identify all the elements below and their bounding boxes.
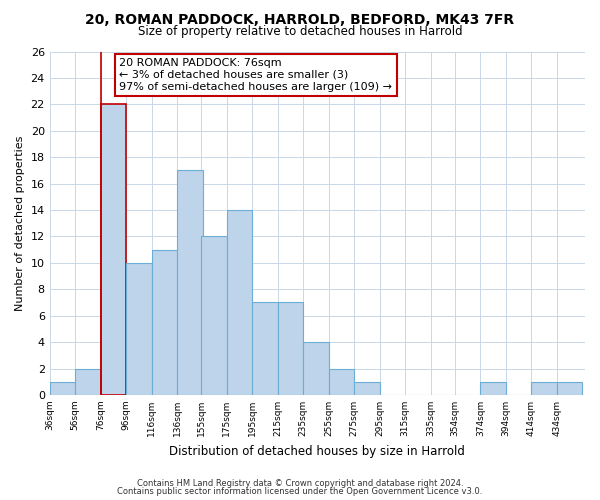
Bar — [253, 302, 278, 395]
Bar — [532, 382, 557, 395]
X-axis label: Distribution of detached houses by size in Harrold: Distribution of detached houses by size … — [169, 444, 465, 458]
Bar — [152, 250, 177, 395]
Bar — [354, 382, 380, 395]
Y-axis label: Number of detached properties: Number of detached properties — [15, 136, 25, 311]
Bar — [278, 302, 304, 395]
Bar — [177, 170, 203, 395]
Bar — [329, 368, 354, 395]
Text: Contains public sector information licensed under the Open Government Licence v3: Contains public sector information licen… — [118, 487, 482, 496]
Bar — [304, 342, 329, 395]
Text: 20 ROMAN PADDOCK: 76sqm
← 3% of detached houses are smaller (3)
97% of semi-deta: 20 ROMAN PADDOCK: 76sqm ← 3% of detached… — [119, 58, 392, 92]
Bar — [75, 368, 101, 395]
Text: Size of property relative to detached houses in Harrold: Size of property relative to detached ho… — [137, 25, 463, 38]
Bar — [557, 382, 583, 395]
Text: Contains HM Land Registry data © Crown copyright and database right 2024.: Contains HM Land Registry data © Crown c… — [137, 478, 463, 488]
Bar — [101, 104, 126, 395]
Bar — [50, 382, 75, 395]
Bar — [227, 210, 253, 395]
Text: 20, ROMAN PADDOCK, HARROLD, BEDFORD, MK43 7FR: 20, ROMAN PADDOCK, HARROLD, BEDFORD, MK4… — [85, 12, 515, 26]
Bar — [481, 382, 506, 395]
Bar — [202, 236, 227, 395]
Bar — [126, 263, 152, 395]
